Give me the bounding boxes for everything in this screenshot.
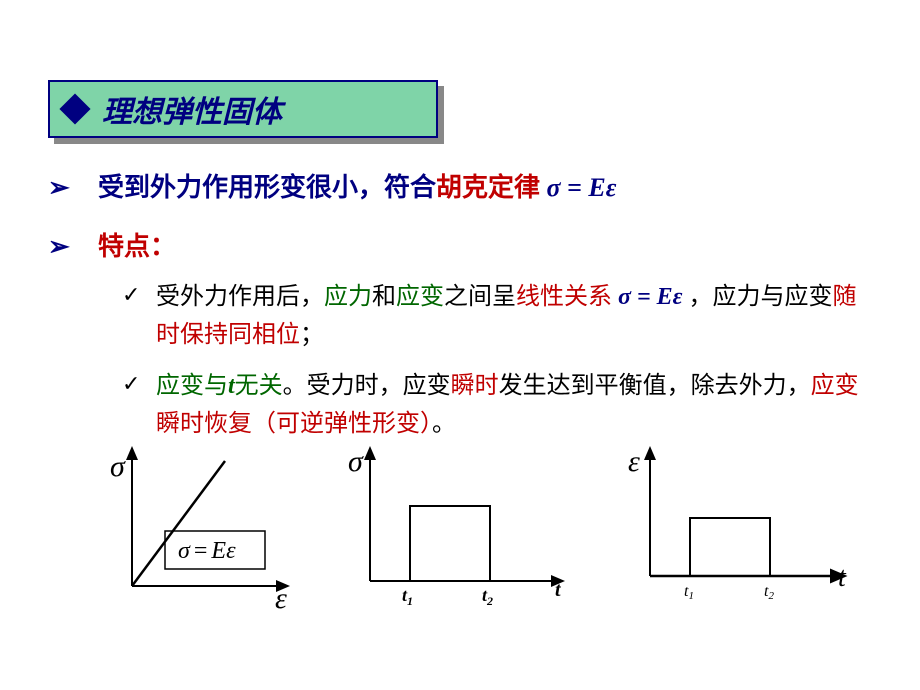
title-box: 理想弹性固体 bbox=[48, 80, 438, 138]
bullet-2-text: 特点： bbox=[98, 227, 176, 266]
chart-stress-strain: σ ε σ=Eε bbox=[80, 446, 300, 626]
check-icon: ✓ bbox=[122, 282, 156, 308]
c2-t2: t2 bbox=[482, 585, 493, 608]
chart-strain-time: ε t t1 t2 bbox=[610, 446, 860, 626]
diamond-bullet-icon bbox=[59, 93, 90, 124]
b1-p2: 胡克定律 bbox=[436, 173, 540, 202]
s1p5: 之间呈 bbox=[444, 284, 516, 310]
sub-2-text: 应变与t无关。受力时，应变瞬时发生达到平衡值，除去外力，应变瞬时恢复（可逆弹性形… bbox=[156, 367, 878, 444]
s2p1: 应变与 bbox=[156, 373, 228, 399]
arrow-icon: ➢ bbox=[48, 173, 98, 203]
s1f: σ = Eε bbox=[612, 284, 688, 310]
bullet-2: ➢ 特点： bbox=[48, 227, 878, 266]
c3-ylabel: ε bbox=[628, 446, 640, 478]
sub-list: ✓ 受外力作用后，应力和应变之间呈线性关系 σ = Eε ，应力与应变随时保持同… bbox=[48, 278, 878, 444]
c3-t1: t1 bbox=[684, 583, 694, 602]
check-icon: ✓ bbox=[122, 371, 156, 397]
b1-formula: σ = Eε bbox=[540, 173, 616, 202]
sub-item-1: ✓ 受外力作用后，应力和应变之间呈线性关系 σ = Eε ，应力与应变随时保持同… bbox=[122, 278, 878, 355]
c2-xlabel: t bbox=[555, 579, 562, 601]
c1-eq: σ=Eε bbox=[178, 538, 236, 564]
charts-row: σ ε σ=Eε σ t t1 t2 bbox=[80, 446, 860, 626]
sub-item-2: ✓ 应变与t无关。受力时，应变瞬时发生达到平衡值，除去外力，应变瞬时恢复（可逆弹… bbox=[122, 367, 878, 444]
c3-xlabel: t bbox=[838, 562, 847, 593]
c2-ylabel: σ bbox=[348, 446, 364, 478]
s2p5: 瞬时 bbox=[451, 373, 499, 399]
s2p3: 无关 bbox=[235, 373, 283, 399]
slide-title: 理想弹性固体 bbox=[102, 87, 282, 131]
c1-xlabel: ε bbox=[275, 582, 287, 611]
s1p7: ，应力与应变 bbox=[688, 284, 832, 310]
arrow-icon: ➢ bbox=[48, 232, 98, 262]
chart3-svg: ε t t1 t2 bbox=[610, 446, 860, 611]
chart-stress-time: σ t t1 t2 bbox=[330, 446, 580, 626]
s2p2: t bbox=[228, 373, 235, 399]
s1p9: ； bbox=[300, 322, 324, 348]
s1p6: 线性关系 bbox=[516, 284, 612, 310]
c3-t2: t2 bbox=[764, 583, 774, 602]
s2p8: 。 bbox=[432, 411, 456, 437]
s1p4: 应变 bbox=[396, 284, 444, 310]
sub-1-text: 受外力作用后，应力和应变之间呈线性关系 σ = Eε ，应力与应变随时保持同相位… bbox=[156, 278, 878, 355]
c2-t1: t1 bbox=[402, 585, 413, 608]
s2p4: 。受力时，应变 bbox=[283, 373, 451, 399]
s1p1: 受外力作用后， bbox=[156, 284, 324, 310]
bullet-1: ➢ 受到外力作用形变很小，符合胡克定律 σ = Eε bbox=[48, 168, 878, 207]
chart2-svg: σ t t1 t2 bbox=[330, 446, 580, 611]
c1-ylabel: σ bbox=[110, 450, 126, 483]
chart1-svg: σ ε σ=Eε bbox=[80, 446, 300, 611]
s1p3: 和 bbox=[372, 284, 396, 310]
s2p6: 发生达到平衡值，除去外力， bbox=[499, 373, 811, 399]
content-area: ➢ 受到外力作用形变很小，符合胡克定律 σ = Eε ➢ 特点： ✓ 受外力作用… bbox=[48, 160, 878, 456]
b1-p1: 受到外力作用形变很小，符合 bbox=[98, 173, 436, 202]
s1p2: 应力 bbox=[324, 284, 372, 310]
bullet-1-text: 受到外力作用形变很小，符合胡克定律 σ = Eε bbox=[98, 168, 616, 207]
